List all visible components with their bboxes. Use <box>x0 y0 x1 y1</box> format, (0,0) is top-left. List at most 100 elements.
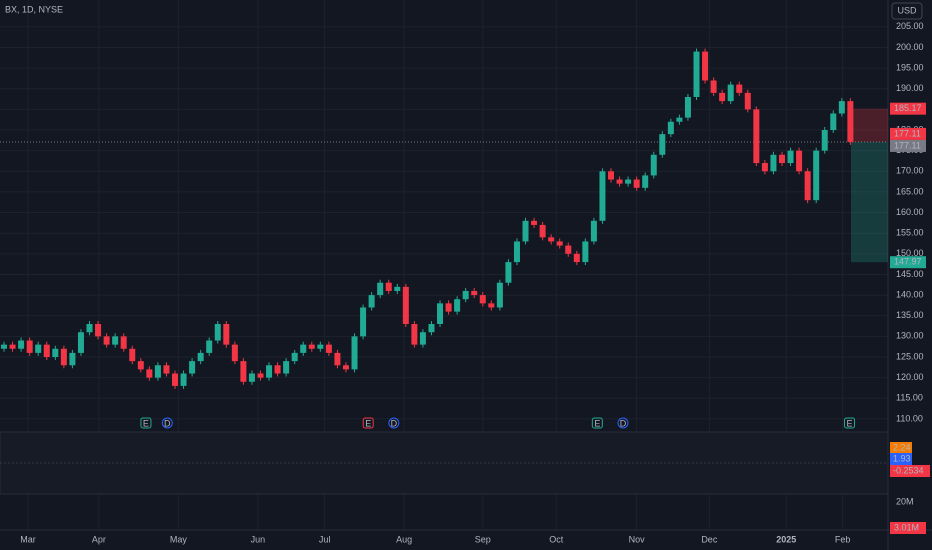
candle <box>60 348 67 366</box>
event-label: D <box>391 418 398 428</box>
candle <box>129 348 136 362</box>
candle <box>317 344 324 349</box>
x-tick-label: Mar <box>20 534 36 544</box>
x-tick-label: Jul <box>319 534 331 544</box>
candle <box>189 361 196 374</box>
indicator-label-box <box>890 442 912 454</box>
candle <box>590 220 597 242</box>
candle <box>531 220 538 225</box>
candle <box>283 361 290 374</box>
x-tick-label: Nov <box>629 534 646 544</box>
candle <box>565 245 572 254</box>
indicator-label-box <box>890 465 930 477</box>
y-tick-label: 140.00 <box>896 289 924 299</box>
candle <box>206 340 213 353</box>
price-label-box <box>890 139 926 152</box>
candle <box>428 323 435 333</box>
candle <box>248 373 255 382</box>
candle <box>325 344 332 353</box>
candle <box>642 175 649 188</box>
candle <box>573 253 580 263</box>
candle <box>163 365 170 374</box>
event-label: E <box>365 418 371 428</box>
event-label: E <box>847 418 853 428</box>
candle <box>616 179 623 184</box>
candle <box>26 340 33 353</box>
currency[interactable]: USD <box>897 5 917 15</box>
x-tick-label: Dec <box>701 534 718 544</box>
candle <box>496 282 503 308</box>
indicator-label: 1.93 <box>893 453 911 463</box>
event-marker <box>140 417 152 429</box>
candle <box>411 323 418 345</box>
candle <box>146 369 153 378</box>
candle <box>693 51 700 97</box>
candle <box>727 84 734 102</box>
candle <box>257 373 264 378</box>
candle <box>744 92 751 110</box>
candle <box>368 295 375 308</box>
candle <box>804 171 811 201</box>
event-marker <box>844 417 856 429</box>
candle <box>830 113 837 131</box>
indicator-label: -0.2534 <box>893 465 924 475</box>
y-tick-label: 190.00 <box>896 83 924 93</box>
candle <box>821 130 828 151</box>
candle <box>394 286 401 291</box>
price-label-box <box>890 127 926 140</box>
candle <box>556 241 563 246</box>
candle <box>659 134 666 155</box>
candle <box>419 332 426 345</box>
volume-label-box <box>890 522 926 534</box>
candle <box>69 352 76 366</box>
candle <box>351 336 358 370</box>
candle <box>342 365 349 370</box>
candle <box>667 121 674 135</box>
candle <box>231 344 238 362</box>
candle <box>454 299 461 312</box>
candle <box>274 365 281 374</box>
candle <box>266 365 273 378</box>
y-tick-label: 135.00 <box>896 310 924 320</box>
candle <box>488 303 495 308</box>
y-tick-label: 195.00 <box>896 62 924 72</box>
candle <box>334 352 341 366</box>
candle <box>1 344 8 349</box>
candle <box>813 150 820 201</box>
y-tick-label: 145.00 <box>896 269 924 279</box>
candle <box>52 348 59 358</box>
candle <box>736 84 743 93</box>
candle <box>103 336 110 345</box>
candle <box>539 224 546 238</box>
candle <box>787 150 794 164</box>
candle <box>599 171 606 221</box>
candle <box>761 163 768 172</box>
y-tick-label: 150.00 <box>896 248 924 258</box>
price-label: 177.11 <box>894 128 921 138</box>
event-marker <box>362 417 374 429</box>
x-tick-label: Apr <box>92 534 106 544</box>
candle <box>608 171 615 180</box>
y-tick-label: 165.00 <box>896 186 924 196</box>
y-tick-label: 120.00 <box>896 372 924 382</box>
currency-button[interactable] <box>891 2 923 20</box>
x-tick-label: Sep <box>475 534 491 544</box>
candle <box>462 290 469 300</box>
y-tick-label: 115.00 <box>896 393 923 403</box>
candle <box>18 340 25 349</box>
candle <box>402 286 409 324</box>
event-label: D <box>164 418 171 428</box>
candle <box>796 150 803 172</box>
candle <box>676 117 683 122</box>
candle <box>360 307 367 337</box>
candle <box>479 295 486 304</box>
candle <box>753 109 760 164</box>
candle <box>377 282 384 296</box>
x-tick-label: Aug <box>396 534 412 544</box>
price-label: 177.11 <box>894 140 921 150</box>
candle <box>650 154 657 176</box>
candle <box>522 220 529 242</box>
candle <box>223 323 230 345</box>
